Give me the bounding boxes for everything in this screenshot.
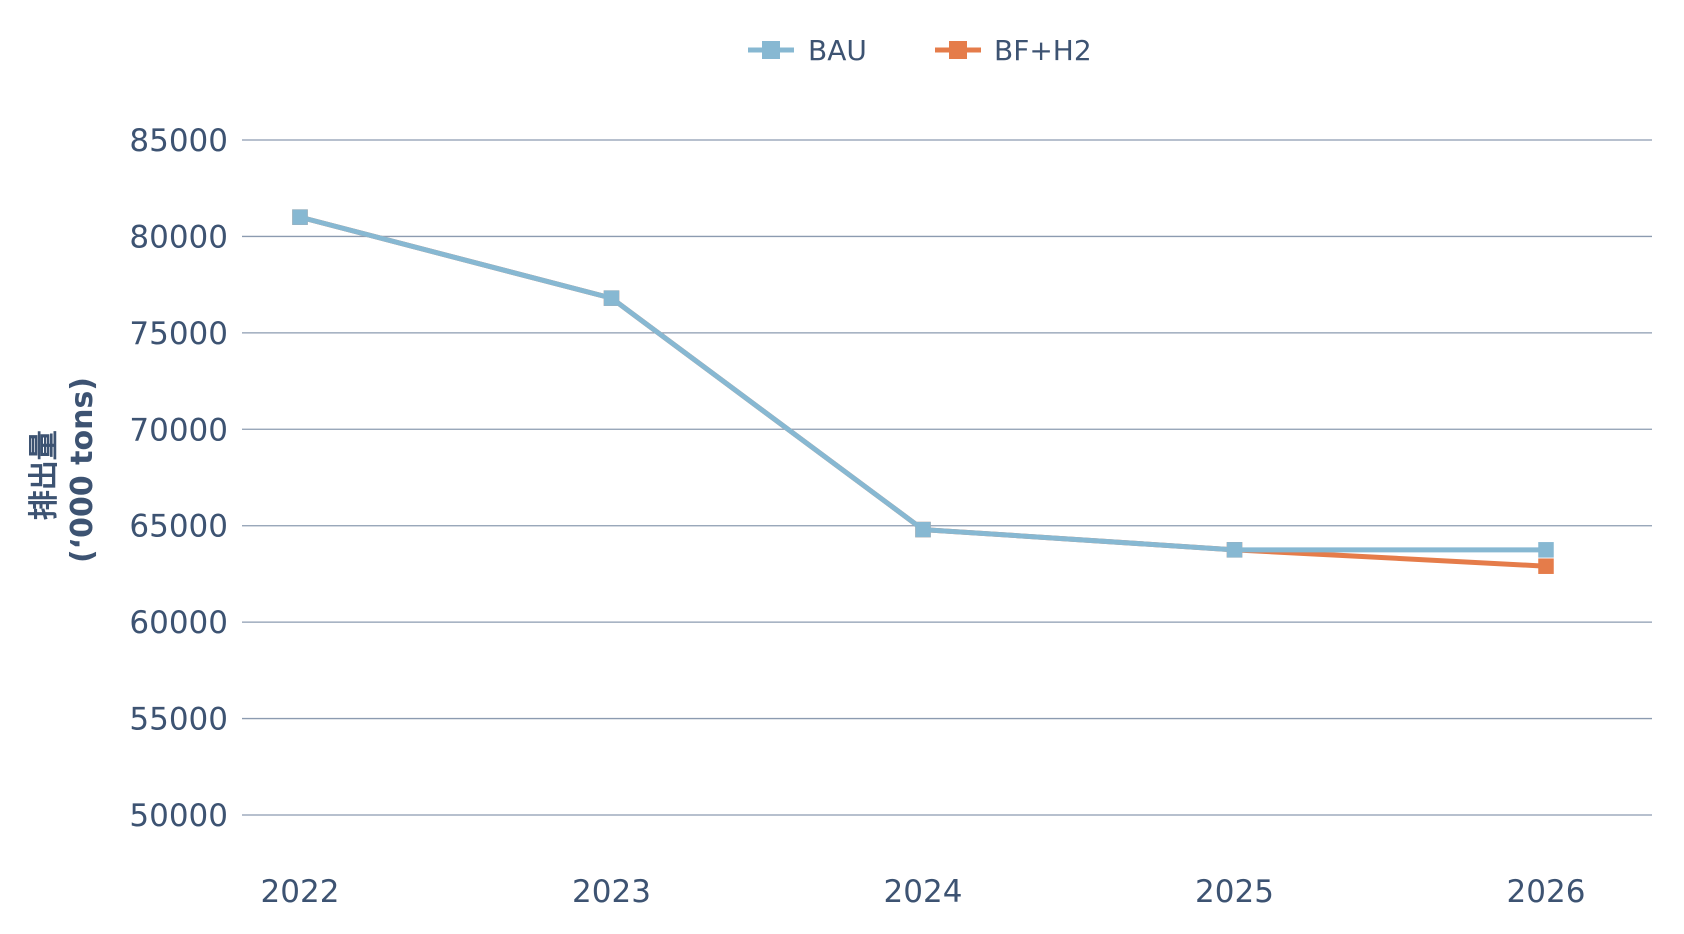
legend-swatch-bf-h2-marker: [949, 41, 967, 59]
y-axis-ticks: 50000 55000 60000 65000 70000 75000 80000 85000: [129, 123, 228, 834]
y-tick-label: 60000: [129, 605, 228, 641]
y-tick-label: 80000: [129, 219, 228, 255]
x-tick-label: 2024: [884, 874, 963, 910]
data-point-bau-2023: [603, 290, 620, 306]
gridlines: [242, 139, 1652, 816]
y-axis-title: 排出量 (‘000 tons): [27, 377, 100, 563]
series-line-bf-h2: [297, 214, 1549, 569]
legend: BAU BF+H2: [748, 34, 1092, 67]
series-line-bau: [297, 214, 1549, 553]
data-point-bau-2025: [1226, 542, 1243, 558]
y-tick-label: 85000: [129, 123, 228, 159]
series-lines: [292, 209, 1554, 574]
series-bau: [292, 209, 1554, 558]
legend-label-bf-h2: BF+H2: [994, 34, 1092, 67]
data-point-bf-h2-2026: [1538, 558, 1554, 574]
data-point-bau-2024: [915, 521, 931, 538]
x-tick-label: 2026: [1507, 874, 1586, 910]
data-point-bau-2022: [292, 209, 308, 225]
y-tick-label: 55000: [129, 702, 228, 738]
legend-item-bau: BAU: [748, 34, 867, 67]
legend-label-bau: BAU: [808, 34, 867, 67]
x-tick-label: 2023: [572, 874, 651, 910]
legend-item-bf-h2: BF+H2: [935, 34, 1092, 67]
x-tick-label: 2022: [261, 874, 340, 910]
data-point-bau-2026: [1538, 542, 1554, 558]
x-axis-ticks: 2022 2023 2024 2025 2026: [261, 874, 1586, 910]
x-tick-label: 2025: [1195, 874, 1274, 910]
y-tick-label: 65000: [129, 509, 228, 545]
y-tick-label: 50000: [129, 798, 228, 834]
legend-swatch-bau-marker: [762, 41, 780, 59]
y-tick-label: 75000: [129, 316, 228, 352]
y-tick-label: 70000: [129, 412, 228, 448]
